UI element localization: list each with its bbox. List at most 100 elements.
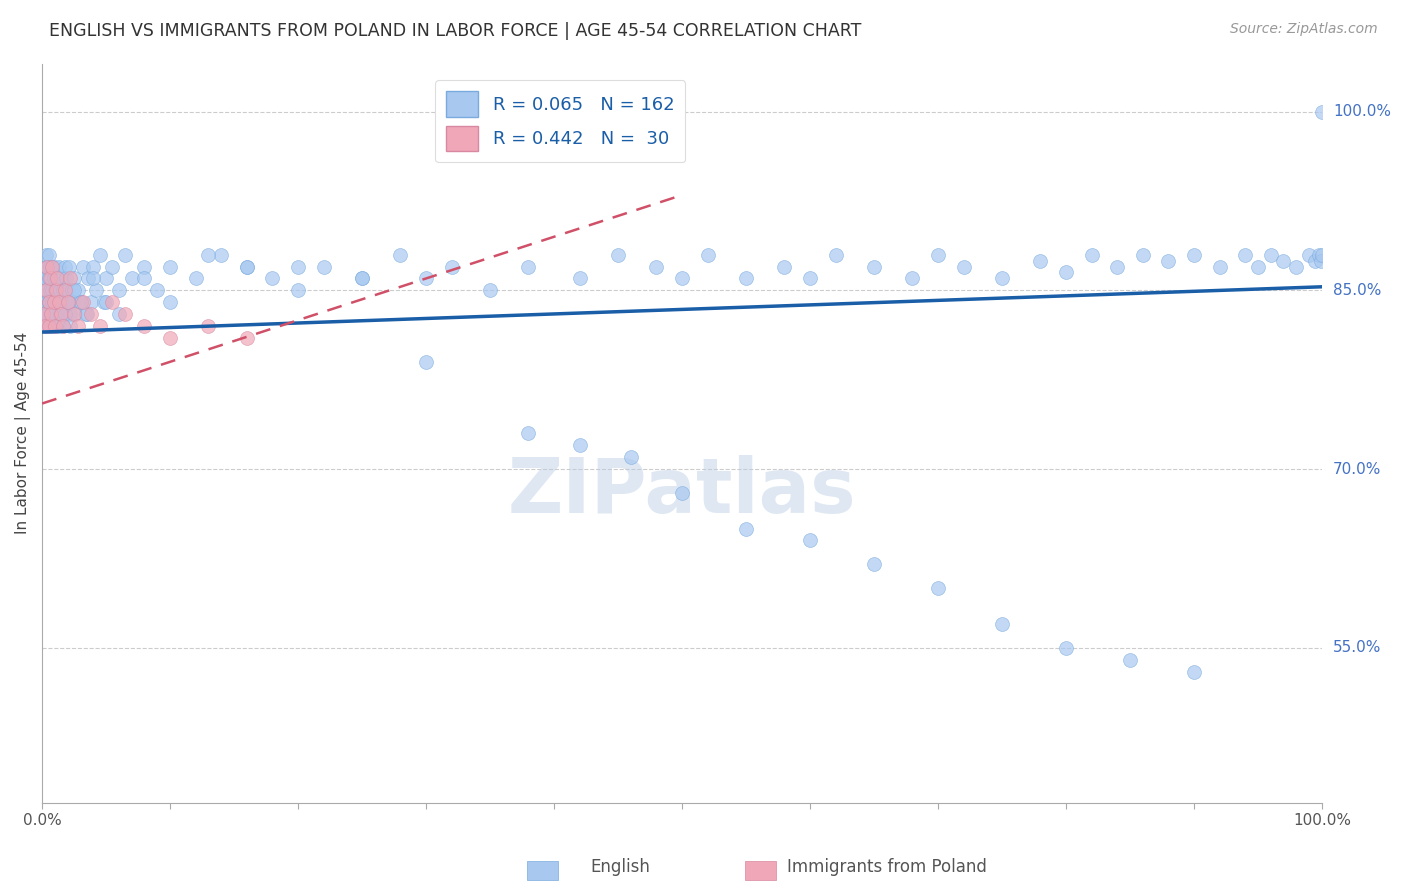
Point	[352, 271, 374, 285]
Point	[80, 307, 103, 321]
Point	[1260, 247, 1282, 261]
Point	[49, 307, 72, 321]
Point	[1308, 247, 1330, 261]
Point	[94, 271, 117, 285]
Point	[38, 319, 60, 334]
Point	[59, 307, 82, 321]
Point	[39, 319, 62, 334]
Point	[65, 307, 87, 321]
Point	[671, 271, 693, 285]
Point	[84, 284, 107, 298]
Point	[38, 260, 60, 274]
Point	[55, 271, 77, 285]
Point	[52, 284, 75, 298]
Point	[38, 295, 60, 310]
Point	[517, 260, 540, 274]
Point	[824, 247, 846, 261]
Point	[863, 558, 886, 572]
Text: 70.0%: 70.0%	[1333, 461, 1381, 476]
Point	[1247, 260, 1270, 274]
Point	[46, 307, 69, 321]
Point	[45, 295, 67, 310]
Point	[39, 271, 62, 285]
Point	[38, 295, 60, 310]
Point	[38, 307, 60, 321]
Point	[60, 284, 83, 298]
Point	[735, 522, 758, 536]
Point	[1309, 253, 1331, 268]
Point	[37, 307, 59, 321]
Point	[38, 295, 60, 310]
Text: 85.0%: 85.0%	[1333, 283, 1381, 298]
Point	[89, 319, 111, 334]
Point	[38, 319, 60, 334]
Point	[34, 271, 56, 285]
Point	[49, 307, 72, 321]
Point	[46, 295, 69, 310]
Point	[1310, 247, 1333, 261]
Point	[34, 319, 56, 334]
Point	[56, 295, 79, 310]
Point	[114, 247, 136, 261]
Point	[1285, 260, 1308, 274]
Point	[1208, 260, 1230, 274]
Point	[41, 295, 63, 310]
Text: English: English	[591, 858, 651, 876]
Point	[72, 260, 94, 274]
Point	[184, 271, 207, 285]
Legend: R = 0.065   N = 162, R = 0.442   N =  30: R = 0.065 N = 162, R = 0.442 N = 30	[434, 80, 685, 162]
Point	[77, 271, 100, 285]
Point	[48, 319, 70, 334]
Point	[415, 355, 437, 369]
Point	[51, 271, 73, 285]
Point	[48, 295, 70, 310]
Point	[159, 331, 181, 345]
Point	[38, 284, 60, 298]
Point	[927, 247, 949, 261]
Point	[389, 247, 412, 261]
Point	[66, 284, 89, 298]
Point	[32, 284, 55, 298]
Point	[236, 260, 259, 274]
Point	[1182, 247, 1205, 261]
Point	[82, 271, 104, 285]
Point	[568, 438, 591, 452]
Point	[42, 271, 65, 285]
Point	[38, 271, 60, 285]
Point	[41, 260, 63, 274]
Text: ENGLISH VS IMMIGRANTS FROM POLAND IN LABOR FORCE | AGE 45-54 CORRELATION CHART: ENGLISH VS IMMIGRANTS FROM POLAND IN LAB…	[49, 22, 862, 40]
Point	[35, 295, 58, 310]
Point	[236, 260, 259, 274]
Point	[1080, 247, 1102, 261]
Point	[41, 307, 63, 321]
Point	[34, 295, 56, 310]
Point	[1054, 640, 1077, 655]
Point	[146, 284, 169, 298]
Point	[66, 319, 89, 334]
Point	[1305, 253, 1327, 268]
Point	[799, 271, 821, 285]
Point	[645, 260, 668, 274]
Point	[1029, 253, 1052, 268]
Point	[773, 260, 796, 274]
Point	[59, 271, 82, 285]
Point	[53, 307, 76, 321]
Point	[44, 319, 66, 334]
Point	[45, 319, 67, 334]
Point	[32, 307, 55, 321]
Point	[32, 307, 55, 321]
Point	[352, 271, 374, 285]
Point	[197, 247, 219, 261]
Point	[44, 307, 66, 321]
Point	[121, 271, 143, 285]
Point	[114, 307, 136, 321]
Point	[799, 533, 821, 548]
Point	[101, 295, 124, 310]
Point	[62, 295, 84, 310]
Point	[134, 271, 156, 285]
Text: 55.0%: 55.0%	[1333, 640, 1381, 656]
Point	[53, 307, 76, 321]
Point	[696, 247, 718, 261]
Point	[75, 307, 97, 321]
Point	[927, 581, 949, 595]
